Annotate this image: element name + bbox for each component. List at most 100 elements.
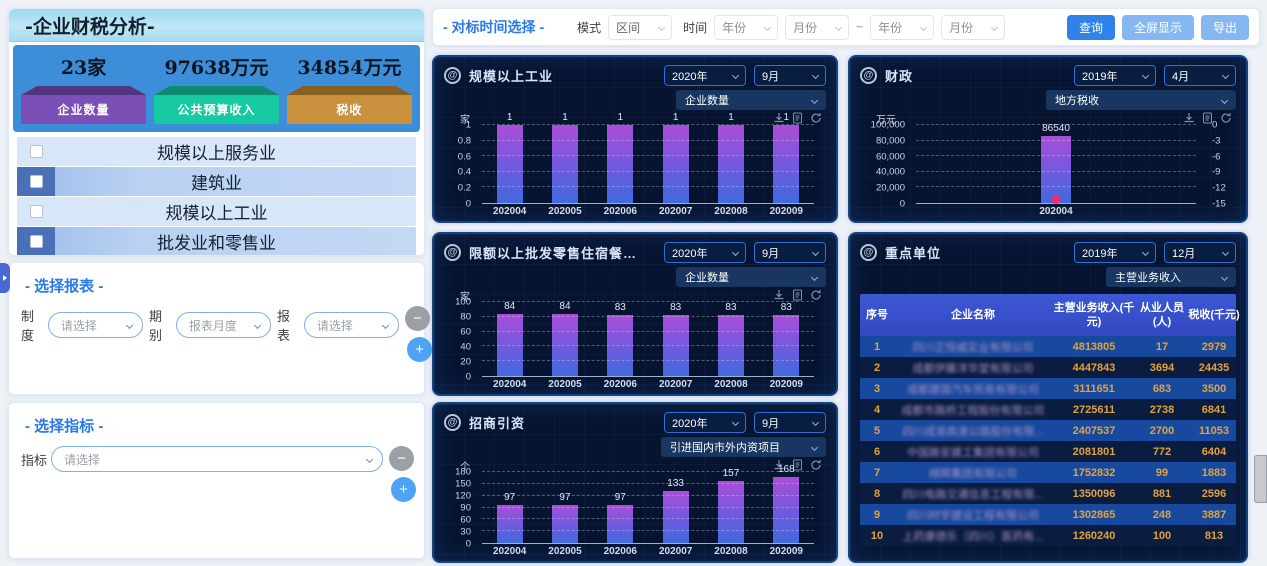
industry-row[interactable]: 规模以上服务业 (17, 137, 416, 166)
industry-checkbox[interactable] (29, 145, 43, 158)
start-month-select[interactable]: 月份 (785, 14, 850, 40)
industry-row[interactable]: 建筑业 (17, 167, 416, 196)
bar-202005[interactable] (551, 504, 578, 543)
chart-month-select[interactable]: 4月 (1164, 65, 1236, 86)
bar-202006[interactable] (607, 125, 634, 203)
refresh-icon[interactable] (810, 459, 822, 471)
field-label-report: 报表 (277, 309, 291, 343)
table-row[interactable]: 7 绵辉集团有限公司 1752832 99 1883 (860, 462, 1236, 483)
bar-202007[interactable] (662, 314, 689, 376)
cell-serial: 8 (873, 487, 881, 500)
table-row[interactable]: 2 成都伊藤洋华堂有限公司 4447843 3694 24435 (860, 357, 1236, 378)
end-month-select[interactable]: 月份 (941, 14, 1006, 40)
table-row[interactable]: 10 上药康德乐（四川）医药有... 1260240 100 813 (860, 525, 1236, 546)
chart-panel-investment: @ 招商引资 2020年 9月 引进国内市外内资项目 个 0 30 60 90 120 1… (432, 402, 838, 563)
table-row[interactable]: 6 中国路安建工集团有限公司 2081801 772 6404 (860, 441, 1236, 462)
document-icon[interactable] (1202, 112, 1213, 124)
report-select-card: - 选择报表 - 制度 请选择 期别 报表月度 报表 请选择 − + (8, 262, 433, 395)
chart-year-select[interactable]: 2020年 (664, 242, 746, 263)
report-select[interactable]: 请选择 (303, 312, 400, 338)
system-select[interactable]: 请选择 (47, 312, 144, 338)
bar-202006[interactable] (607, 314, 634, 376)
bar-slot: 97 (537, 472, 592, 543)
industry-row[interactable]: 规模以上工业 (17, 197, 416, 226)
table-row[interactable]: 4 成都市路桥工程股份有限公司 2725611 2738 6841 (860, 399, 1236, 420)
industry-checkbox[interactable] (29, 175, 43, 188)
document-icon[interactable] (792, 112, 803, 124)
bar-202008[interactable] (717, 125, 744, 203)
chart-metric-select[interactable]: 企业数量 (676, 267, 826, 287)
table-row[interactable]: 3 成都建国汽车贸易有限公司 3111651 683 3500 (860, 378, 1236, 399)
bar-202009[interactable] (773, 476, 800, 543)
export-button[interactable]: 导出 (1200, 14, 1249, 40)
remove-report-row-button[interactable]: − (405, 306, 431, 331)
bar-202008[interactable] (717, 481, 744, 543)
table-row[interactable]: 1 四川正恒威实业有限公司 4813805 17 2979 (860, 336, 1236, 357)
chart-month-select[interactable]: 9月 (754, 412, 826, 433)
table-row[interactable]: 5 四川成渝高速公路股份有限... 2407537 2700 11053 (860, 420, 1236, 441)
scatter-dot[interactable] (1051, 194, 1061, 204)
bar-202009[interactable] (773, 125, 800, 203)
period-select[interactable]: 报表月度 (175, 312, 272, 338)
chart-year-select[interactable]: 2019年 (1074, 65, 1156, 86)
bar-202006[interactable] (607, 504, 634, 543)
indicator-select[interactable]: 请选择 (51, 446, 383, 472)
add-report-row-button[interactable]: + (407, 337, 433, 362)
bar-202004[interactable] (496, 313, 523, 376)
end-year-select[interactable]: 年份 (870, 14, 935, 40)
refresh-icon[interactable] (1220, 112, 1232, 124)
floating-scroll-widget[interactable] (1254, 455, 1267, 503)
query-button[interactable]: 查询 (1066, 14, 1115, 40)
chart-month-select[interactable]: 9月 (754, 65, 826, 86)
chart-metric-select[interactable]: 地方税收 (1046, 90, 1236, 110)
x-axis-label: 202006 (603, 379, 637, 390)
chart-metric-select[interactable]: 企业数量 (676, 90, 826, 110)
cell-employees: 248 (1152, 508, 1172, 521)
bar-202009[interactable] (773, 314, 800, 376)
table-metric-select[interactable]: 主营业务收入 (1106, 267, 1236, 287)
table-year-select[interactable]: 2019年 (1074, 242, 1156, 263)
download-icon[interactable] (1183, 112, 1195, 124)
chart-year-value: 2020年 (672, 417, 708, 430)
industry-checkbox[interactable] (29, 235, 43, 248)
chart-month-select[interactable]: 9月 (754, 242, 826, 263)
chart-year-select[interactable]: 2020年 (664, 65, 746, 86)
bar-202004[interactable] (496, 125, 523, 203)
download-icon[interactable] (773, 289, 785, 301)
cell-main-revenue: 1752832 (1072, 466, 1116, 479)
bar-202005[interactable] (551, 125, 578, 203)
download-icon[interactable] (773, 112, 785, 124)
table-month-select[interactable]: 12月 (1164, 242, 1236, 263)
fullscreen-button[interactable]: 全屏显示 (1121, 14, 1194, 40)
table-row[interactable]: 9 四川时宇建设工程有限公司 1302865 248 3887 (860, 504, 1236, 525)
cell-serial: 7 (873, 466, 881, 479)
table-row[interactable]: 8 四川电路交通信息工程有限... 1350096 881 2596 (860, 483, 1236, 504)
download-icon[interactable] (773, 459, 785, 471)
start-year-select[interactable]: 年份 (714, 14, 779, 40)
bar-202007[interactable] (662, 125, 689, 203)
bar-value-label: 86540 (1042, 122, 1070, 134)
bar-slot: 83 (648, 302, 703, 376)
gridline (482, 315, 814, 317)
bar-202004[interactable] (1041, 135, 1071, 203)
add-indicator-row-button[interactable]: + (391, 477, 416, 502)
bar-202008[interactable] (717, 314, 744, 376)
mode-select[interactable]: 区间 (608, 14, 673, 40)
industry-checkbox[interactable] (29, 205, 43, 218)
bar-202005[interactable] (551, 313, 578, 376)
document-icon[interactable] (792, 289, 803, 301)
bar-202004[interactable] (496, 504, 523, 543)
refresh-icon[interactable] (810, 289, 822, 301)
collapse-panel-tab[interactable] (0, 263, 10, 293)
refresh-icon[interactable] (810, 112, 822, 124)
industry-row[interactable]: 批发业和零售业 (17, 227, 416, 255)
chart-year-select[interactable]: 2020年 (664, 412, 746, 433)
chart-metric-select[interactable]: 引进国内市外内资项目 (661, 437, 826, 457)
y-axis-tick: 40,000 (875, 166, 905, 178)
remove-indicator-row-button[interactable]: − (389, 446, 414, 471)
document-icon[interactable] (792, 459, 803, 471)
cell-employees: 2738 (1149, 403, 1175, 416)
bar-202007[interactable] (662, 490, 689, 543)
cell-company-name: 绵辉集团有限公司 (929, 467, 1017, 480)
bar-slot: 83 (593, 302, 648, 376)
